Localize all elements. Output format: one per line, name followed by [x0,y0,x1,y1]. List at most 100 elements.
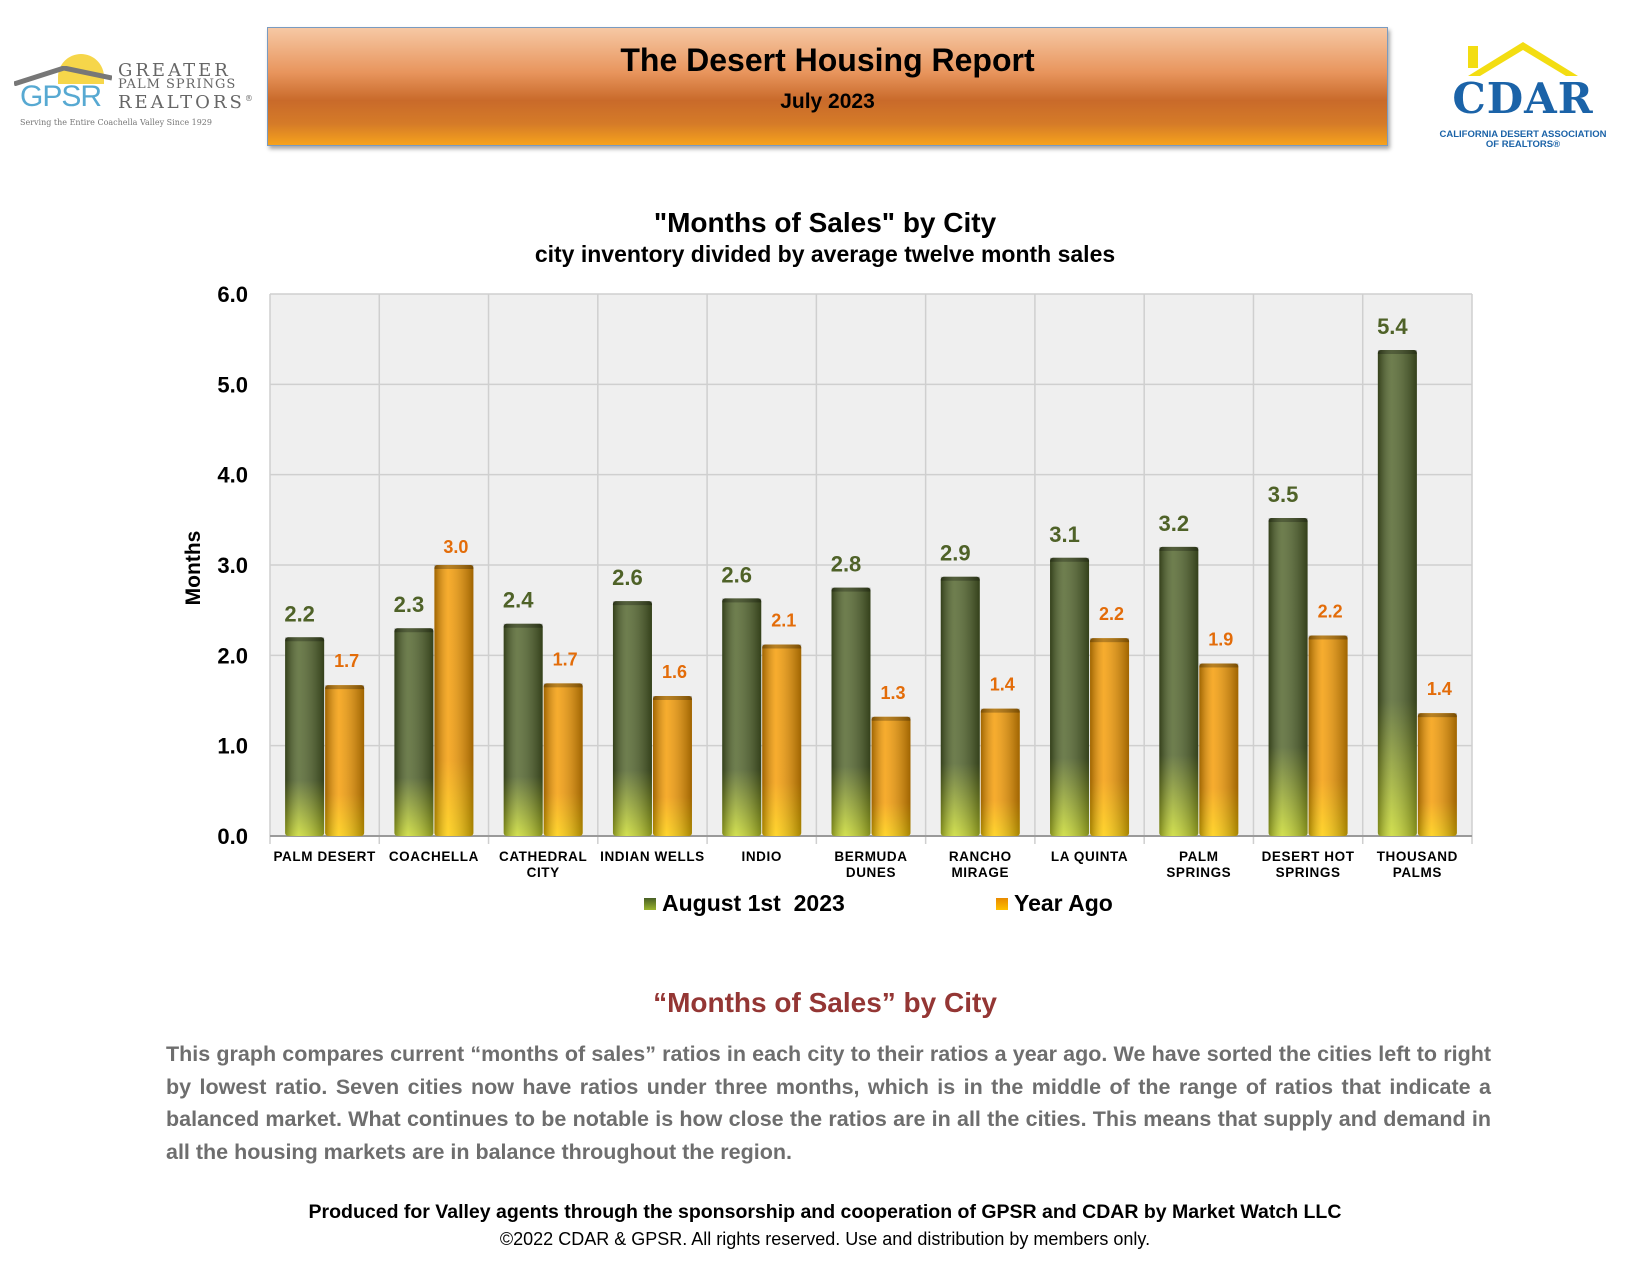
cdar-full-name-1: CALIFORNIA DESERT ASSOCIATION [1439,129,1607,140]
months-of-sales-chart: 0.0 1.0 2.0 3.0 4.0 5.0 6.0 2.2 1.7 PALM DESERT 2… [182,282,1473,880]
x-tick-label: COACHELLA [389,849,479,864]
data-label-year-ago: 1.3 [880,683,905,703]
gpsr-tagline: Serving the Entire Coachella Valley Sinc… [20,118,212,127]
data-label-current: 2.6 [612,565,643,590]
data-label-current: 2.6 [721,562,752,587]
bar-shading [543,683,583,836]
x-tick-label: SPRINGS [1276,865,1341,880]
data-label-year-ago: 1.4 [1427,679,1452,699]
y-tick-label: 0.0 [217,824,248,849]
legend-label-current: August 1st 2023 [662,890,845,916]
gpsr-registered-mark: ® [244,94,256,103]
x-tick-label: CITY [527,865,560,880]
bar-shading [1050,557,1090,836]
data-label-current: 2.2 [284,601,315,626]
bar-cap [543,683,583,688]
gpsr-abbr: GPSR [20,80,102,113]
data-label-year-ago: 2.1 [771,610,796,630]
bar-shading [1417,713,1457,836]
y-tick-label: 3.0 [217,553,248,578]
bar-cap [722,598,762,603]
x-tick-label: DESERT HOT [1262,849,1355,864]
bar-shading [1199,663,1239,836]
bar-cap [1308,635,1348,640]
gpsr-name: GREATER PALM SPRINGS REALTORS® [118,62,256,113]
bar-cap [503,623,543,628]
bar-shading [285,637,325,836]
x-tick-label: SPRINGS [1166,865,1231,880]
x-tick-label: CATHEDRAL [499,849,587,864]
data-label-current: 3.1 [1049,522,1080,547]
gpsr-line-3: REALTORS® [118,92,256,113]
footer-copyright: ©2022 CDAR & GPSR. All rights reserved. … [499,1229,1151,1249]
data-label-year-ago: 2.2 [1099,604,1124,624]
legend-item-current: August 1st 2023 [644,890,845,917]
data-label-year-ago: 1.7 [553,649,578,669]
x-tick-label: PALMS [1393,865,1442,880]
bar-shading [871,716,911,836]
x-tick-label: RANCHO [949,849,1012,864]
bar-shading [612,601,652,836]
data-label-year-ago: 2.2 [1318,601,1343,621]
data-label-current: 5.4 [1377,314,1408,339]
footer-credit: Produced for Valley agents through the s… [308,1201,1342,1223]
legend-swatch-year-ago [996,898,1008,910]
data-label-current: 3.5 [1268,482,1299,507]
y-axis-label: Months [182,531,205,606]
x-tick-label: DUNES [846,865,896,880]
gpsr-logo: GPSR GREATER PALM SPRINGS REALTORS® Serv… [14,52,253,132]
bar-cap [394,628,434,633]
bar-shading [1268,518,1308,836]
gpsr-line-3-text: REALTORS [118,92,245,113]
x-tick-label: INDIAN WELLS [600,849,705,864]
bar-shading [1090,638,1130,836]
x-tick-label: LA QUINTA [1051,849,1128,864]
bar-shading [503,623,543,836]
bar-cap [1417,713,1457,718]
report-date: July 2023 [780,90,875,113]
bar-shading [980,708,1020,836]
bar-cap [980,708,1020,713]
cdar-full-name-2: OF REALTORS® [1485,139,1561,150]
x-tick-label: PALM DESERT [273,849,376,864]
bar-cap [1050,557,1090,562]
bar-shading [1159,546,1199,836]
bar-shading [1377,350,1417,836]
data-label-year-ago: 1.4 [990,675,1015,695]
data-label-current: 2.8 [831,552,862,577]
bar-cap [762,644,802,649]
x-tick-label: THOUSAND [1377,849,1458,864]
bar-cap [652,695,692,700]
data-label-year-ago: 1.6 [662,662,687,682]
x-tick-label: INDIO [741,849,782,864]
bar-cap [1268,518,1308,523]
chart-title: "Months of Sales" by City [653,207,997,238]
cdar-logo: CDAR CALIFORNIA DESERT ASSOCIATION OF RE… [1428,40,1618,150]
data-label-current: 2.4 [503,588,534,613]
y-tick-label: 1.0 [217,734,248,759]
bar-shading [831,587,871,836]
data-label-year-ago: 1.9 [1208,629,1233,649]
cdar-house-icon [1468,42,1578,76]
cdar-abbr: CDAR [1452,74,1594,123]
report-title: The Desert Housing Report [620,42,1035,78]
cdar-full-name: CALIFORNIA DESERT ASSOCIATION OF REALTOR… [1428,122,1618,150]
bar-shading [762,644,802,836]
bar-shading [940,576,980,836]
data-label-year-ago: 1.7 [334,651,359,671]
bar-shading [1308,635,1348,836]
bar-shading [394,628,434,836]
bar-cap [1199,663,1239,668]
y-tick-label: 2.0 [217,643,248,668]
bar-cap [940,576,980,581]
gpsr-line-2: PALM SPRINGS [118,77,237,92]
legend-label-year-ago: Year Ago [1014,890,1113,916]
data-label-current: 3.2 [1159,511,1190,536]
bar-cap [325,685,365,690]
y-tick-label: 6.0 [217,282,248,307]
x-tick-label: MIRAGE [951,865,1009,880]
bar-shading [652,695,692,836]
bar-cap [1159,546,1199,551]
bar-cap [831,587,871,592]
chart-subtitle: city inventory divided by average twelve… [534,241,1116,267]
